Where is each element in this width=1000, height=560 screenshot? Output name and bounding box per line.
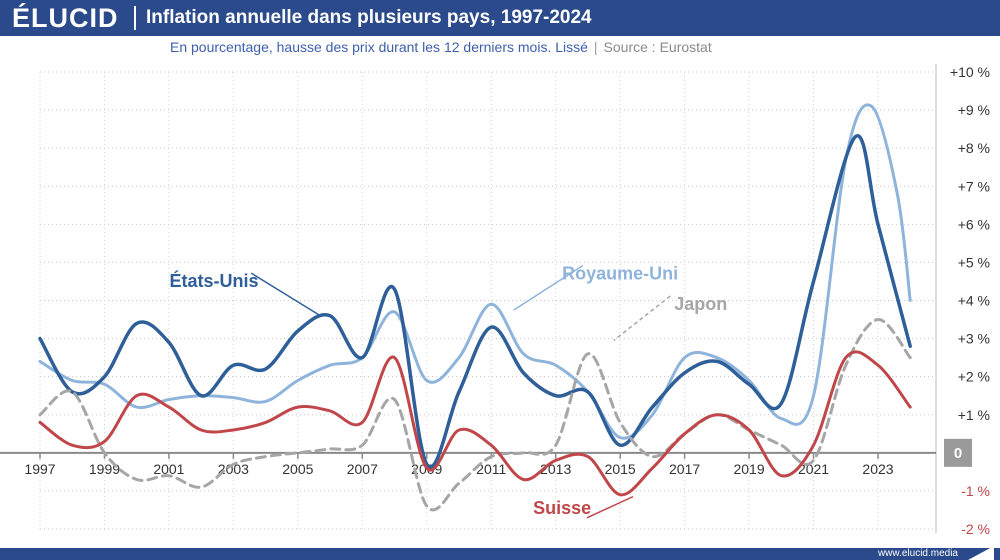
series-line-suisse — [38, 350, 912, 497]
elucid-logo: ÉLUCID — [12, 3, 119, 33]
y-tick-label: +6 % — [958, 216, 990, 232]
series-label-suisse: Suisse — [533, 498, 591, 518]
leader-line-royaume-uni — [513, 264, 584, 311]
leader-line-suisse — [586, 495, 634, 519]
x-tick-label: 2007 — [347, 461, 378, 477]
series-label-japon: Japon — [674, 294, 727, 314]
series-label-etats-unis: États-Unis — [170, 270, 259, 291]
subtitle-row: En pourcentage, hausse des prix durant l… — [170, 39, 712, 55]
y-tick-label: -1 % — [961, 483, 990, 499]
y-tick-label: +9 % — [958, 102, 990, 118]
y-tick-label: +1 % — [958, 407, 990, 423]
footer-logo-mark — [968, 546, 994, 560]
footer-url[interactable]: www.elucid.media — [877, 548, 958, 559]
leader-line-etats-unis — [250, 272, 321, 317]
y-tick-label: +2 % — [958, 369, 990, 385]
subtitle-separator: | — [593, 39, 598, 55]
series-label-royaume-uni: Royaume-Uni — [562, 264, 678, 284]
y-tick-label: +4 % — [958, 293, 990, 309]
source-note: Source : Eurostat — [603, 39, 712, 55]
x-tick-label: 2017 — [669, 461, 700, 477]
x-tick-label: 2001 — [153, 461, 184, 477]
y-zero-badge — [944, 438, 972, 467]
y-tick-label: +5 % — [958, 254, 990, 270]
footer-bar: www.elucid.media — [0, 546, 1000, 560]
line-chart: 1997 1999 2001 2003 2005 2007 2009 2011 2013 2015… — [0, 64, 990, 537]
x-tick-label: 2005 — [282, 461, 313, 477]
series-line-etats-unis — [38, 134, 912, 469]
x-tick-label: 1997 — [24, 461, 55, 477]
x-tick-label: 2015 — [605, 461, 636, 477]
x-tick-label: 1999 — [89, 461, 120, 477]
x-tick-label: 2003 — [218, 461, 249, 477]
header-divider — [134, 6, 136, 30]
chart-title: Inflation annuelle dans plusieurs pays, … — [146, 7, 592, 28]
y-tick-label: +8 % — [958, 140, 990, 156]
x-tick-label: 2011 — [476, 461, 506, 477]
series-line-japon — [38, 318, 912, 512]
header-bar: ÉLUCID Inflation annuelle dans plusieurs… — [0, 0, 1000, 36]
chart-subtitle: En pourcentage, hausse des prix durant l… — [170, 39, 588, 55]
y-tick-label: 0 — [954, 445, 962, 462]
x-tick-label: 2023 — [862, 461, 893, 477]
y-tick-label: -2 % — [961, 521, 990, 537]
leader-line-japon — [613, 295, 671, 342]
y-tick-label: +7 % — [958, 178, 990, 194]
y-tick-label: +10 % — [950, 64, 990, 80]
x-tick-label: 2019 — [733, 461, 764, 477]
y-tick-label: +3 % — [958, 331, 990, 347]
